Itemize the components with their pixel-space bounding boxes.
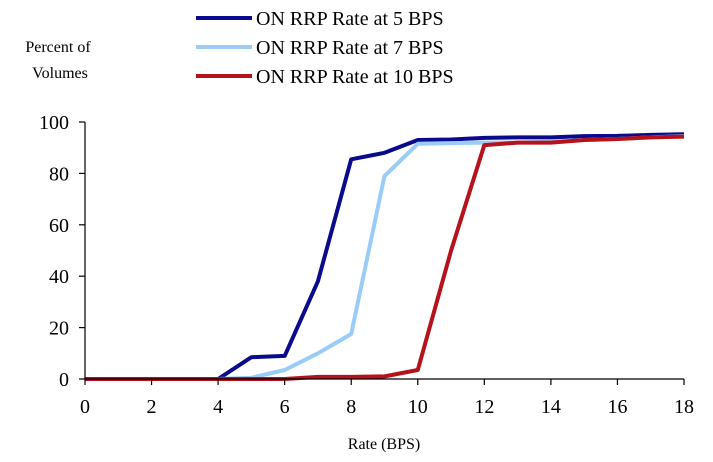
y-axis-title: Percent of Volumes bbox=[25, 39, 94, 82]
x-tick-label: 4 bbox=[213, 396, 223, 418]
legend-label-3: ON RRP Rate at 10 BPS bbox=[256, 66, 454, 88]
y-axis-title-line-2: Volumes bbox=[32, 65, 88, 82]
x-tick-label: 16 bbox=[607, 396, 627, 418]
y-tick-label: 20 bbox=[49, 318, 69, 340]
series-line-2 bbox=[85, 134, 685, 381]
legend: ON RRP Rate at 5 BPS ON RRP Rate at 7 BPS… bbox=[196, 8, 454, 88]
series-line-1 bbox=[85, 132, 685, 381]
legend-label-1: ON RRP Rate at 5 BPS bbox=[256, 8, 444, 30]
x-axis-title: Rate (BPS) bbox=[348, 436, 420, 453]
axes: 0 20 40 60 80 100 0 2 4 6 8 10 12 14 16 18 bbox=[39, 112, 694, 418]
x-tick-label: 0 bbox=[80, 396, 90, 418]
y-tick-label: 60 bbox=[49, 215, 69, 237]
x-tick-label: 14 bbox=[541, 396, 561, 418]
x-tick-label: 8 bbox=[346, 396, 356, 418]
y-tick-label: 100 bbox=[39, 112, 69, 134]
y-tick-label: 80 bbox=[49, 163, 69, 185]
series-layer bbox=[85, 132, 685, 381]
y-tick-label: 0 bbox=[59, 369, 69, 391]
x-tick-label: 10 bbox=[408, 396, 428, 418]
x-tick-label: 12 bbox=[474, 396, 494, 418]
y-tick-label: 40 bbox=[49, 266, 69, 288]
legend-label-2: ON RRP Rate at 7 BPS bbox=[256, 37, 444, 59]
series-line-3 bbox=[85, 134, 685, 381]
x-tick-label: 18 bbox=[674, 396, 694, 418]
y-axis-title-line-1: Percent of bbox=[25, 39, 91, 56]
x-tick-label: 6 bbox=[280, 396, 290, 418]
x-tick-label: 2 bbox=[147, 396, 157, 418]
